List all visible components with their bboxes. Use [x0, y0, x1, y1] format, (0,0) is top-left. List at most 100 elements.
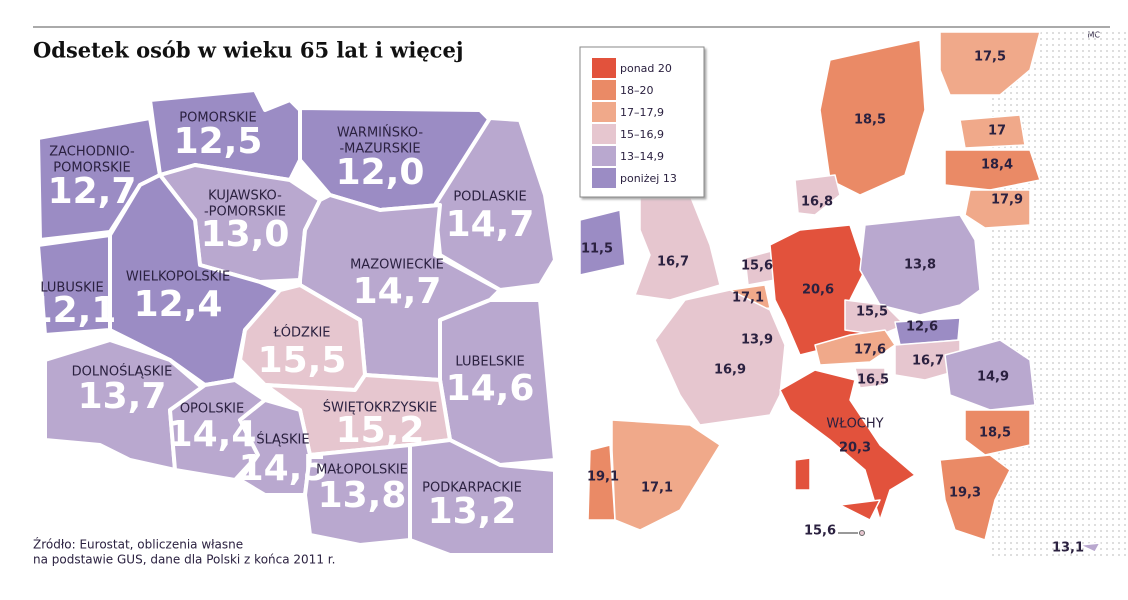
country-value: 17,9 — [991, 193, 1023, 208]
region-value: 14,7 — [446, 204, 535, 245]
country-value: 15,6 — [741, 259, 773, 274]
country-value: 17,5 — [974, 50, 1006, 65]
country-value: 17,1 — [732, 291, 764, 306]
country-name: WŁOCHY — [826, 417, 883, 432]
country-value: 16,5 — [857, 373, 889, 388]
country-value: 16,8 — [801, 195, 833, 210]
legend-label: poniżej 13 — [620, 172, 677, 185]
dotted-land — [1040, 30, 1128, 60]
region-value: 14,7 — [353, 271, 442, 312]
legend-label: 17–17,9 — [620, 106, 664, 119]
country-value: 19,1 — [587, 470, 619, 485]
region-name: ŁÓDZKIE — [272, 325, 330, 341]
country — [839, 499, 881, 521]
country — [1079, 542, 1101, 553]
region-value: 13,0 — [201, 214, 290, 255]
region — [408, 438, 557, 557]
region-name: WIELKOPOLSKIE — [126, 270, 230, 285]
legend-label: ponad 20 — [620, 62, 672, 75]
region-name: MAZOWIECKIE — [350, 258, 444, 273]
region-name: POMORSKIE — [179, 111, 256, 126]
country-value: 11,5 — [581, 242, 613, 257]
country-value: 18,5 — [979, 426, 1011, 441]
region-value: 15,2 — [336, 410, 425, 451]
source: Źródło: Eurostat, obliczenia własne — [33, 537, 243, 552]
country — [579, 209, 626, 276]
region-name: ŚLĄSKIE — [256, 432, 309, 448]
legend-swatch — [592, 102, 616, 122]
country-value: 16,7 — [657, 255, 689, 270]
country — [844, 299, 906, 336]
country-value: 18,4 — [981, 158, 1013, 173]
region-value: 12,7 — [48, 171, 137, 212]
country — [944, 149, 1041, 191]
region-value: 13,8 — [318, 475, 407, 516]
country-value: 16,7 — [912, 354, 944, 369]
country-value: 13,9 — [741, 333, 773, 348]
country — [939, 31, 1041, 96]
country — [944, 339, 1036, 411]
country — [819, 39, 926, 196]
region-name: -POMORSKIE — [204, 205, 286, 220]
country — [654, 289, 786, 426]
legend-label: 18–20 — [620, 84, 654, 97]
region-name: PODKARPACKIE — [422, 481, 522, 496]
country — [964, 189, 1031, 229]
legend-swatch — [592, 146, 616, 166]
country-value: 15,5 — [856, 305, 888, 320]
region-name: POMORSKIE — [53, 161, 130, 176]
country — [779, 369, 916, 521]
country-value: 18,5 — [854, 113, 886, 128]
region-name: PODLASKIE — [453, 190, 526, 205]
region-value: 14,6 — [446, 368, 535, 409]
region-name: KUJAWSKO- — [208, 189, 282, 204]
source: na podstawie GUS, dane dla Polski z końc… — [33, 553, 335, 567]
country-value: 19,3 — [949, 486, 981, 501]
region-name: LUBELSKIE — [455, 355, 524, 370]
legend-label: 13–14,9 — [620, 150, 664, 163]
country — [794, 457, 811, 491]
country-value: 13,8 — [904, 258, 936, 273]
legend-swatch — [592, 124, 616, 144]
country — [939, 454, 1011, 541]
region-name: MAŁOPOLSKIE — [316, 463, 408, 478]
legend-swatch — [592, 80, 616, 100]
country — [964, 409, 1031, 456]
region-name: WARMIŃSKO- — [337, 125, 424, 141]
country-value: 13,1 — [1052, 541, 1084, 556]
region-name: OPOLSKIE — [180, 402, 244, 417]
country-value: 17,1 — [641, 481, 673, 496]
region-name: ŚWIĘTOKRZYSKIE — [323, 400, 438, 416]
legend-swatch — [592, 58, 616, 78]
country — [959, 114, 1026, 149]
region-value: 14,5 — [239, 448, 328, 489]
country — [859, 214, 981, 316]
country — [634, 194, 721, 301]
title: Odsetek osób w wieku 65 lat i więcej — [33, 38, 463, 63]
region-name: LUBUSKIE — [40, 281, 103, 296]
country — [854, 367, 886, 389]
region-value: 12,4 — [134, 284, 223, 325]
country-value: 15,6 — [804, 524, 836, 539]
country-value: 17,6 — [854, 343, 886, 358]
region-name: ZACHODNIO- — [49, 145, 135, 160]
legend-swatch — [592, 168, 616, 188]
region-value: 15,5 — [258, 340, 347, 381]
country-value: 16,9 — [714, 363, 746, 378]
region-name: DOLNOŚLĄSKIE — [72, 364, 173, 380]
region-value: 13,2 — [428, 491, 517, 532]
country-value: 12,6 — [906, 320, 938, 335]
country-value: 17 — [988, 124, 1006, 139]
region-value: 12,0 — [336, 152, 425, 193]
country — [894, 339, 961, 381]
country — [794, 174, 841, 216]
country-value: 20,3 — [839, 441, 871, 456]
region-value: 13,7 — [78, 376, 167, 417]
region-name: -MAZURSKIE — [339, 142, 420, 157]
country — [611, 419, 721, 531]
region-value: 12,5 — [174, 121, 263, 162]
region-value: 14,4 — [168, 414, 257, 455]
legend-label: 15–16,9 — [620, 128, 664, 141]
country-value: 20,6 — [802, 283, 834, 298]
